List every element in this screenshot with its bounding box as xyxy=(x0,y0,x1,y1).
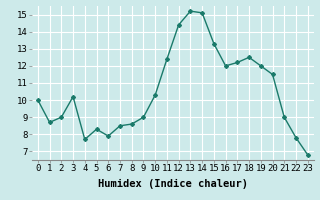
X-axis label: Humidex (Indice chaleur): Humidex (Indice chaleur) xyxy=(98,179,248,189)
